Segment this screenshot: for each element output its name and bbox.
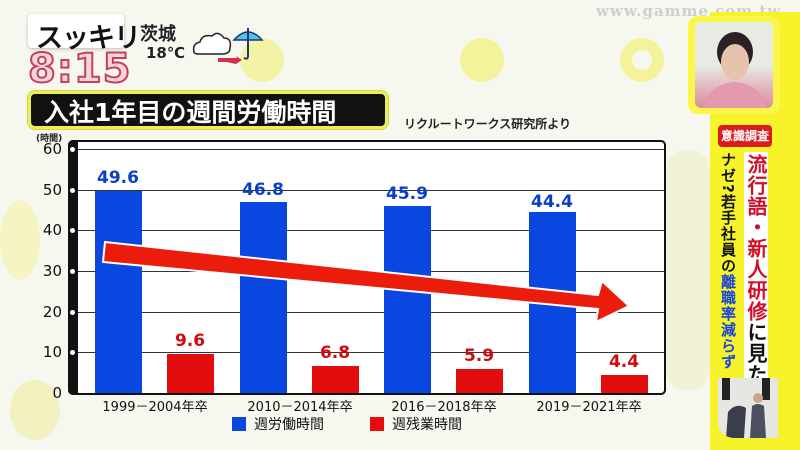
y-tick-dot <box>70 228 75 233</box>
source-label: リクルートワークス研究所より <box>404 117 572 131</box>
legend-label: 週労働時間 <box>254 417 324 433</box>
x-category-label: 2010－2014年卒 <box>247 400 353 415</box>
gridline-40 <box>78 230 664 231</box>
bar-work-hours <box>240 202 287 393</box>
gridline-60 <box>78 149 664 150</box>
bar-value-label: 5.9 <box>463 346 495 366</box>
background-bubble <box>10 380 60 440</box>
y-tick-dot <box>70 350 75 355</box>
legend-item-overtime: 週残業時間 <box>370 414 462 434</box>
bar-value-label: 44.4 <box>531 192 573 212</box>
bar-overtime-hours <box>312 366 359 393</box>
bar-overtime-hours <box>456 369 503 393</box>
legend-swatch-red <box>370 417 384 431</box>
topic-tag: 意識調査 <box>718 125 772 147</box>
y-axis-unit: (時間) <box>36 134 63 144</box>
background-ring <box>666 150 710 390</box>
y-tick-label: 10 <box>42 343 62 361</box>
show-logo-box <box>28 14 124 48</box>
bar-work-hours <box>95 191 142 393</box>
background-bubble <box>0 200 40 280</box>
bar-work-hours <box>384 206 431 393</box>
bar-value-label: 4.4 <box>608 352 640 372</box>
title-bar <box>28 91 388 129</box>
x-category-label: 2016－2018年卒 <box>391 400 497 415</box>
y-tick-label: 30 <box>42 262 62 280</box>
y-tick-label: 40 <box>42 221 62 239</box>
bar-work-hours <box>529 212 576 393</box>
bar-overtime-hours <box>167 354 214 393</box>
news-clip-photo <box>718 378 778 438</box>
y-tick-dot <box>70 147 75 152</box>
x-category-label: 2019－2021年卒 <box>536 400 642 415</box>
x-category-label: 1999－2004年卒 <box>102 400 208 415</box>
gridline-20 <box>78 312 664 313</box>
presenter-photo <box>695 22 773 108</box>
bar-value-label: 6.8 <box>319 343 351 363</box>
weather-temperature: 18℃ <box>146 44 186 62</box>
y-tick-label: 0 <box>52 384 62 402</box>
bar-value-label: 46.8 <box>242 180 284 200</box>
y-tick-label: 20 <box>42 303 62 321</box>
gridline-30 <box>78 271 664 272</box>
legend-swatch-blue <box>232 417 246 431</box>
legend-label: 週残業時間 <box>392 417 462 433</box>
presenter-figure-icon <box>703 32 767 108</box>
y-tick-dot <box>70 269 75 274</box>
background-bubble <box>460 38 504 82</box>
bar-value-label: 45.9 <box>386 184 428 204</box>
y-tick-dot <box>70 188 75 193</box>
background-ring <box>620 38 664 82</box>
bar-value-label: 9.6 <box>174 331 206 351</box>
weather-icons <box>192 28 264 64</box>
clock-time: 8:15 <box>27 45 132 93</box>
bar-overtime-hours <box>601 375 648 393</box>
arrow-icon <box>218 56 242 64</box>
y-tick-dot <box>70 310 75 315</box>
bar-value-label: 49.6 <box>97 168 139 188</box>
subheadline: ナゼ?若手社員の離職率減らず <box>719 152 737 370</box>
people-bowing-icon <box>718 378 778 438</box>
subheadline-part2: 離職率減らず <box>719 273 737 370</box>
weather-location: 茨城 <box>140 24 176 45</box>
show-logo: スッキリ <box>36 23 141 54</box>
cloud-icon <box>192 32 232 55</box>
legend-item-work: 週労働時間 <box>232 414 324 434</box>
headline-part1: 流行語・新人研修 <box>744 154 768 322</box>
umbrella-icon <box>232 28 264 60</box>
gridline-50 <box>78 190 664 191</box>
subheadline-part1: ナゼ?若手社員の <box>719 152 737 274</box>
chart-title: 入社1年目の週間労働時間 <box>44 98 337 127</box>
gridline-10 <box>78 352 664 353</box>
y-tick-label: 50 <box>42 181 62 199</box>
y-tick-label: 60 <box>42 140 62 158</box>
y-axis <box>68 140 78 395</box>
